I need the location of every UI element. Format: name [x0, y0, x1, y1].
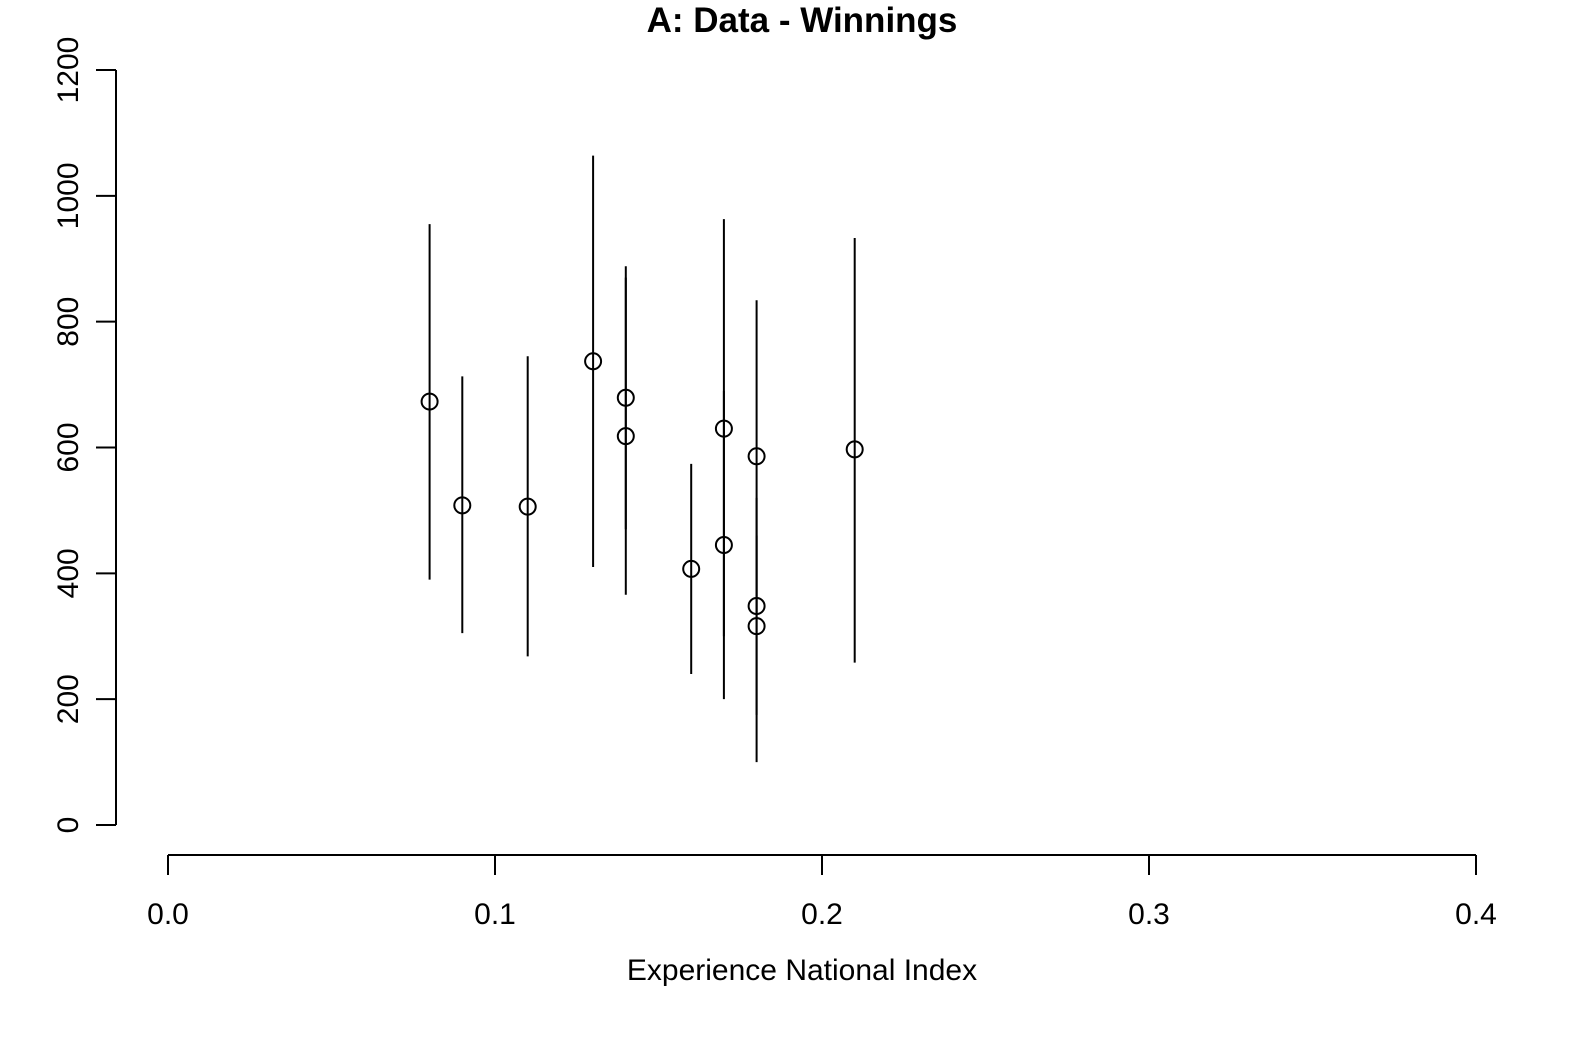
y-tick-label: 0 [52, 817, 85, 834]
data-point [747, 597, 766, 616]
x-tick-label: 0.1 [474, 898, 516, 931]
data-point [584, 352, 603, 371]
chart-title: A: Data - Winnings [647, 1, 958, 40]
y-tick-label: 600 [52, 422, 85, 472]
data-point [845, 440, 864, 459]
y-tick-label: 400 [52, 548, 85, 598]
data-marks [420, 155, 864, 763]
data-point [616, 388, 635, 407]
x-axis-label: Experience National Index [627, 954, 977, 987]
y-tick-label: 800 [52, 297, 85, 347]
data-point [747, 447, 766, 466]
data-point [714, 419, 733, 438]
data-point [453, 496, 472, 515]
x-axis-ticks: 0.0 0.1 0.2 0.3 0.4 [147, 855, 1497, 931]
data-point [747, 617, 766, 636]
y-tick-label: 1200 [52, 37, 85, 104]
y-tick-label: 1000 [52, 162, 85, 229]
x-tick-label: 0.2 [801, 898, 843, 931]
x-tick-label: 0.4 [1455, 898, 1497, 931]
y-axis-ticks: 0 200 400 600 800 1000 1200 [52, 37, 116, 834]
x-tick-label: 0.3 [1128, 898, 1170, 931]
data-point [682, 559, 701, 578]
x-tick-label: 0.0 [147, 898, 189, 931]
data-point [518, 497, 537, 516]
data-point [616, 427, 635, 446]
y-tick-label: 200 [52, 674, 85, 724]
data-point [420, 392, 439, 411]
data-point [714, 536, 733, 555]
